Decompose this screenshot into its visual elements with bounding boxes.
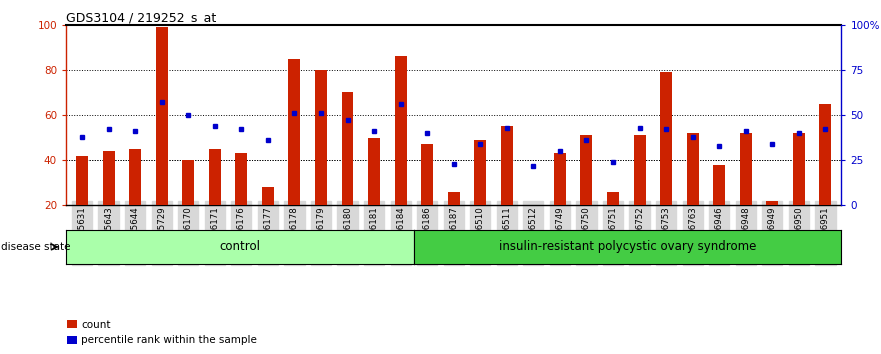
Bar: [130, 149, 141, 205]
Bar: [102, 151, 115, 205]
Bar: [182, 160, 194, 205]
Bar: [607, 192, 619, 205]
Bar: [76, 156, 88, 205]
Text: control: control: [219, 240, 261, 253]
Bar: [633, 135, 646, 205]
Bar: [342, 92, 353, 205]
Bar: [793, 133, 805, 205]
Bar: [528, 205, 539, 210]
Bar: [714, 165, 725, 205]
Bar: [474, 140, 486, 205]
Bar: [581, 135, 592, 205]
Text: disease state: disease state: [1, 242, 70, 252]
Bar: [448, 192, 460, 205]
Text: insulin-resistant polycystic ovary syndrome: insulin-resistant polycystic ovary syndr…: [499, 240, 756, 253]
Bar: [686, 133, 699, 205]
Bar: [421, 144, 433, 205]
Bar: [500, 126, 513, 205]
Bar: [368, 138, 380, 205]
Bar: [288, 59, 300, 205]
Bar: [740, 133, 751, 205]
Bar: [235, 153, 248, 205]
Bar: [395, 56, 407, 205]
Bar: [660, 72, 672, 205]
Legend: count, percentile rank within the sample: count, percentile rank within the sample: [67, 320, 257, 345]
Bar: [819, 104, 832, 205]
Bar: [315, 70, 327, 205]
Bar: [554, 153, 566, 205]
Bar: [766, 201, 778, 205]
Bar: [156, 27, 167, 205]
Bar: [209, 149, 221, 205]
Bar: [262, 187, 274, 205]
Text: GDS3104 / 219252_s_at: GDS3104 / 219252_s_at: [66, 11, 217, 24]
